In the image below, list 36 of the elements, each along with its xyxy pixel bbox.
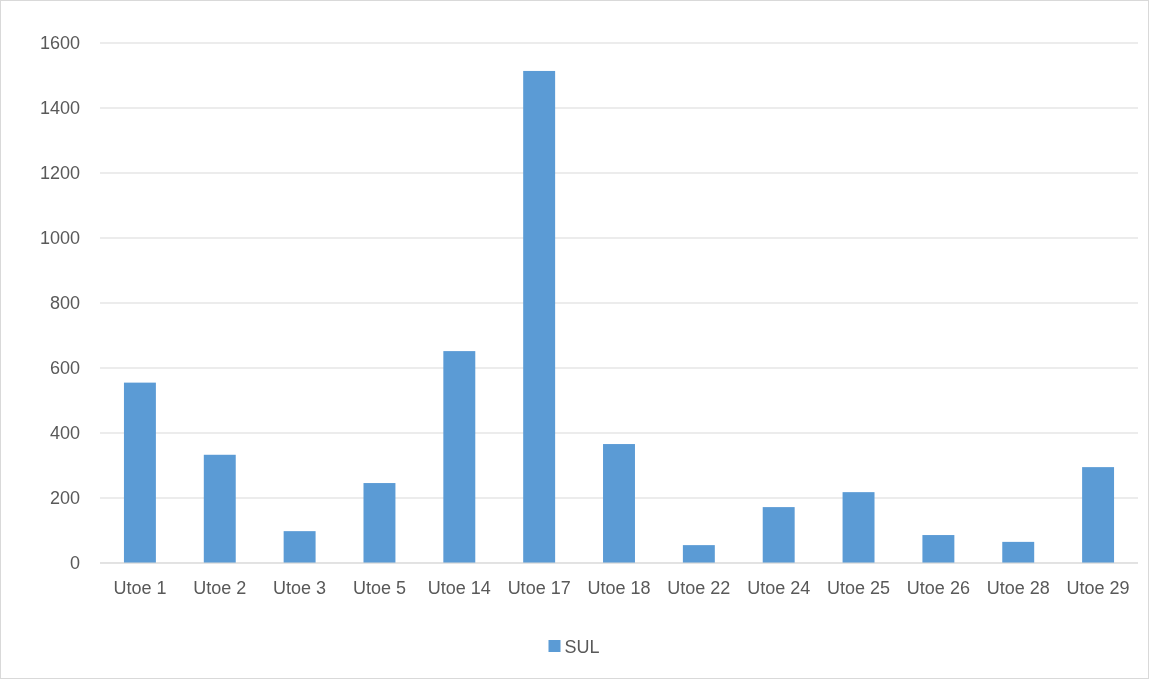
x-tick-label: Utoe 3 xyxy=(273,578,327,598)
x-tick-label: Utoe 28 xyxy=(986,578,1050,598)
y-tick-label: 0 xyxy=(69,553,80,574)
x-tick-label: Utoe 24 xyxy=(747,578,811,598)
bar xyxy=(842,492,875,563)
bar xyxy=(762,507,795,563)
x-tick-label: Utoe 17 xyxy=(507,578,571,598)
bar xyxy=(922,535,955,563)
bar xyxy=(203,454,236,563)
x-tick-label: Utoe 22 xyxy=(667,578,731,598)
x-tick-label: Utoe 29 xyxy=(1066,578,1130,598)
x-tick-label: Utoe 1 xyxy=(113,578,167,598)
bar xyxy=(1082,467,1115,563)
y-tick-label: 800 xyxy=(49,293,80,314)
y-tick-label: 1400 xyxy=(39,98,80,119)
y-tick-label: 1600 xyxy=(39,33,80,54)
x-tick-label: Utoe 18 xyxy=(587,578,651,598)
x-tick-label: Utoe 25 xyxy=(827,578,891,598)
x-tick-label: Utoe 14 xyxy=(427,578,491,598)
y-tick-label: 200 xyxy=(49,488,80,509)
bar xyxy=(363,483,396,563)
y-tick-label: 400 xyxy=(49,423,80,444)
bar xyxy=(603,444,635,563)
y-tick-label: 1200 xyxy=(39,163,80,184)
bar xyxy=(443,351,476,563)
bar xyxy=(682,545,715,563)
bar xyxy=(283,531,316,563)
x-tick-label: Utoe 26 xyxy=(906,578,970,598)
bar xyxy=(123,382,156,563)
legend-label: SUL xyxy=(564,637,600,658)
y-tick-label: 1000 xyxy=(39,228,80,249)
bar xyxy=(1002,541,1035,563)
x-tick-label: Utoe 5 xyxy=(352,578,406,598)
x-tick-label: Utoe 2 xyxy=(193,578,247,598)
y-tick-label: 600 xyxy=(49,358,80,379)
bar xyxy=(523,70,556,563)
